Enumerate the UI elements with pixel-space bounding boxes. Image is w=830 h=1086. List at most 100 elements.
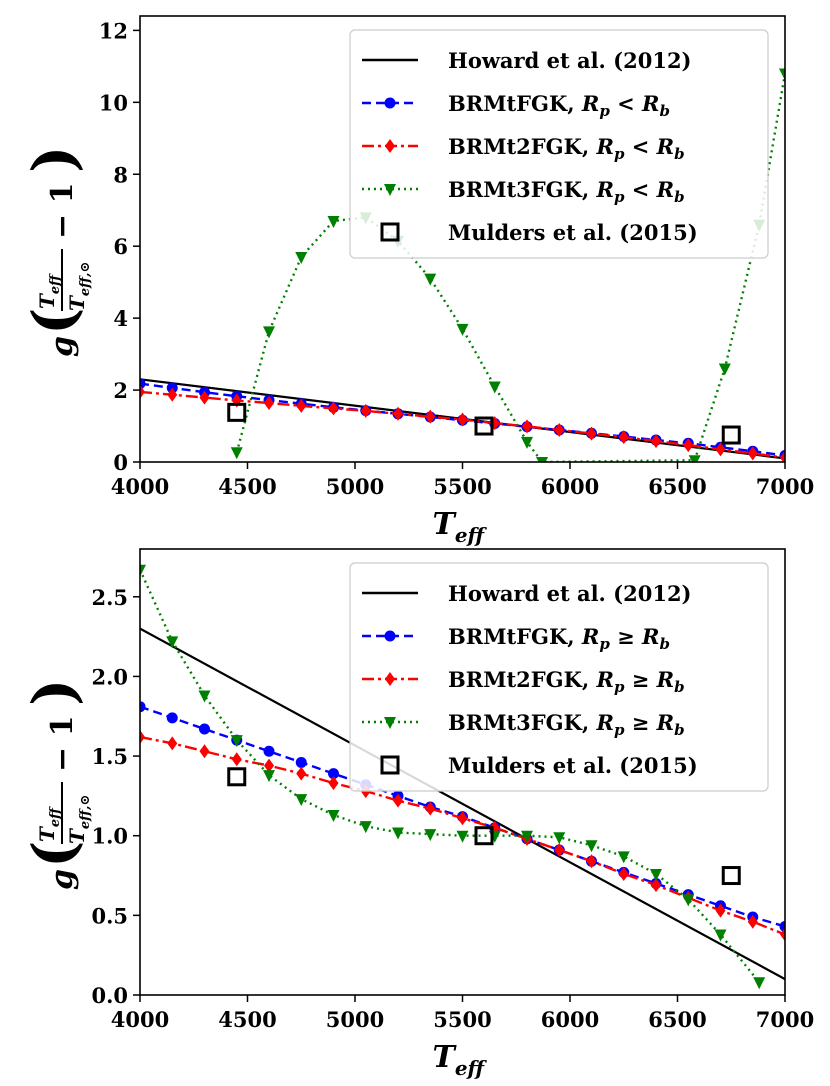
legend-marker	[385, 139, 395, 153]
data-point	[457, 811, 468, 826]
data-point	[688, 455, 701, 462]
series-line	[235, 73, 785, 462]
data-point	[780, 927, 785, 942]
data-point	[586, 854, 597, 869]
data-point	[227, 767, 247, 787]
data-point	[536, 457, 549, 462]
data-point	[263, 770, 275, 783]
data-point	[199, 744, 210, 759]
data-point	[554, 422, 565, 437]
data-point	[425, 409, 436, 424]
x-tick-label: 6000	[541, 1007, 599, 1032]
y-tick-label: 4	[113, 306, 128, 331]
svg-text:− 1: − 1	[45, 183, 80, 239]
data-point	[327, 216, 340, 229]
x-tick-label: 4500	[218, 1007, 276, 1032]
data-point	[650, 868, 662, 881]
data-point	[199, 723, 210, 735]
x-tick-label: 7000	[756, 1007, 814, 1032]
chart-panel-2: 4000 4500 5000 5500 6000 6500 7000 0.0 0.5 1.0 1.5…	[91, 548, 814, 1032]
data-point	[522, 419, 532, 434]
data-point	[140, 384, 145, 399]
chart-panel-1: 4000 4500 5000 5500 6000 6500 7000 0 2 4 6 8 10 12 How…	[99, 15, 814, 499]
x-axis-label: Teff	[433, 507, 488, 547]
y-tick-label: 1.0	[91, 824, 128, 849]
series-line	[140, 569, 761, 984]
x-tick-label: 5000	[326, 1007, 384, 1032]
data-point	[230, 447, 243, 460]
data-point	[779, 68, 785, 81]
data-point	[392, 827, 404, 840]
data-point	[230, 735, 243, 748]
data-point	[140, 729, 145, 744]
x-tick-label: 5500	[433, 1007, 491, 1032]
data-point	[718, 363, 731, 376]
data-point	[231, 752, 242, 767]
legend-item: BRMt3FGK, Rp ≥ Rb	[362, 710, 685, 739]
x-axis-label: Teff	[433, 1040, 488, 1080]
data-point	[264, 396, 274, 411]
y-tick-label: 0.5	[91, 903, 128, 928]
x-tick-label: 5000	[326, 474, 384, 499]
legend-label: BRMtFGK, Rp ≥ Rb	[448, 624, 670, 653]
data-point	[166, 636, 179, 649]
y-tick-label: 1.5	[91, 744, 128, 769]
data-point	[167, 736, 178, 751]
y-tick-label: 2.5	[91, 585, 128, 610]
axes-frame	[139, 548, 786, 996]
data-point	[521, 436, 533, 449]
data-point	[779, 921, 785, 933]
legend-item: Mulders et al. (2015)	[380, 220, 698, 245]
data-point	[424, 829, 437, 842]
data-point	[295, 756, 307, 768]
y-tick-label: 0.0	[91, 983, 128, 1008]
y-tick-label: 8	[113, 162, 128, 187]
svg-text:g: g	[45, 869, 80, 890]
data-point	[166, 712, 178, 724]
plot-area	[140, 68, 785, 462]
data-point	[296, 398, 307, 413]
legend-marker	[384, 184, 396, 196]
data-point	[651, 434, 661, 449]
x-tick-label: 4000	[111, 474, 169, 499]
y-tick-label: 12	[99, 18, 128, 43]
data-point	[554, 843, 565, 858]
legend-label: Howard et al. (2012)	[448, 48, 692, 73]
data-point	[747, 914, 758, 929]
data-point	[425, 801, 436, 816]
data-point	[682, 894, 695, 907]
axes-frame	[139, 15, 786, 463]
svg-text:Teff,⊙: Teff,⊙	[65, 795, 93, 844]
series-line	[140, 627, 785, 981]
svg-text:Teff: Teff	[35, 273, 63, 309]
data-point	[721, 866, 741, 886]
data-point	[651, 878, 661, 893]
data-point	[721, 425, 741, 445]
data-point	[488, 381, 501, 394]
data-point	[586, 426, 597, 441]
svg-text:Teff,⊙: Teff,⊙	[65, 262, 93, 311]
data-point	[140, 378, 146, 390]
legend-item: Howard et al. (2012)	[362, 48, 692, 73]
data-point	[296, 766, 307, 781]
data-point	[295, 794, 308, 807]
data-point	[263, 326, 275, 339]
legend-item: BRMtFGK, Rp ≥ Rb	[362, 624, 670, 653]
data-point	[521, 830, 533, 843]
data-point	[618, 866, 629, 881]
data-point	[198, 690, 211, 703]
legend-item: BRMt2FGK, Rp ≥ Rb	[362, 667, 685, 696]
legend-label: BRMt2FGK, Rp ≥ Rb	[448, 667, 685, 696]
legend-label: Mulders et al. (2015)	[448, 753, 698, 778]
y-tick-label: 0	[113, 450, 128, 475]
y-tick-label: 6	[113, 234, 128, 259]
data-point	[456, 323, 469, 336]
y-tick-label: 2	[113, 378, 128, 403]
legend-marker	[384, 717, 396, 729]
svg-text:(: (	[20, 841, 88, 868]
data-point	[327, 810, 340, 823]
data-point	[140, 564, 146, 577]
data-point	[393, 793, 403, 808]
data-point	[714, 929, 727, 942]
data-point	[585, 840, 598, 853]
